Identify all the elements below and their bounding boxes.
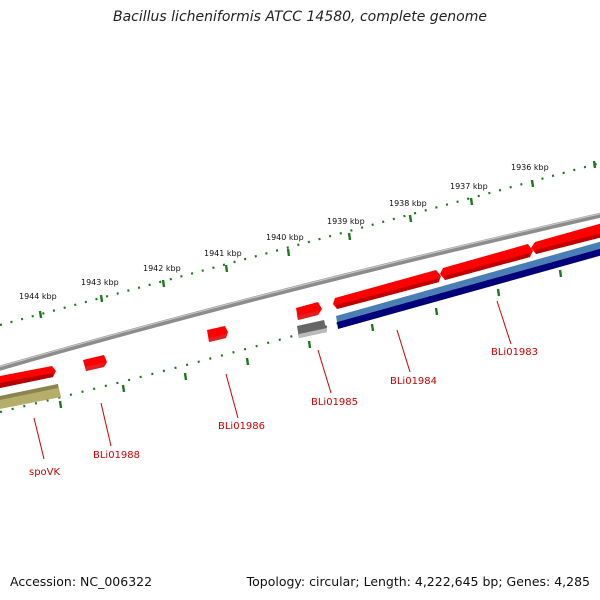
major-tick — [370, 323, 375, 332]
genome-backbone-highlight — [0, 213, 600, 368]
major-tick — [121, 384, 126, 393]
major-tick — [408, 214, 413, 223]
gene-spoVK-shade — [0, 373, 53, 388]
gene-label-BLi01988: BLi01988 — [93, 450, 140, 461]
gene-red-long-3[interactable] — [531, 221, 600, 254]
gene-label-BLi01986: BLi01986 — [218, 421, 265, 432]
accession-text: Accession: NC_006322 — [10, 574, 153, 589]
kbp-label: 1938 kbp — [389, 199, 427, 208]
gene-labels: spoVK BLi01988 BLi01986 BLi01985 BLi0198… — [29, 347, 538, 478]
genome-backbone — [0, 212, 600, 371]
leader-line — [496, 300, 512, 345]
major-tick — [58, 400, 63, 409]
feature-olive-shade — [0, 384, 58, 400]
gene-label-spoVK: spoVK — [29, 467, 61, 478]
kbp-label: 1941 kbp — [204, 249, 242, 258]
gene-red-long-1-shade — [336, 278, 439, 309]
leader-line — [317, 349, 332, 394]
kbp-labels: 1944 kbp 1943 kbp 1942 kbp 1941 kbp 1940… — [19, 163, 549, 301]
major-tick — [530, 179, 535, 188]
leader-line — [33, 417, 45, 460]
major-tick — [469, 197, 474, 206]
gene-red-small-shade — [297, 311, 318, 320]
major-tick — [224, 264, 229, 273]
forward-genes — [0, 221, 600, 388]
genome-summary-text: Topology: circular; Length: 4,222,645 bp… — [246, 574, 590, 589]
leader-lines — [33, 300, 512, 460]
kbp-label: 1936 kbp — [511, 163, 549, 172]
feature-gray-shade — [299, 328, 327, 338]
inner-major-ticks — [58, 269, 563, 409]
gene-label-BLi01985: BLi01985 — [311, 397, 358, 408]
kbp-label: 1940 kbp — [266, 233, 304, 242]
kbp-label: 1942 kbp — [143, 264, 181, 273]
major-tick — [307, 340, 312, 349]
major-tick — [558, 269, 563, 278]
gene-BLi01986-shade — [209, 334, 226, 342]
major-tick — [286, 248, 291, 257]
feature-steelblue[interactable] — [336, 239, 600, 322]
major-tick — [99, 294, 104, 303]
major-tick — [183, 372, 188, 381]
kbp-label: 1944 kbp — [19, 292, 57, 301]
gene-red-long-2-shade — [444, 253, 530, 280]
major-tick — [347, 232, 352, 241]
gene-label-BLi01983: BLi01983 — [491, 347, 538, 358]
major-ticks — [38, 160, 597, 319]
major-tick — [496, 288, 501, 297]
gene-red-long-3-shade — [535, 233, 600, 254]
major-tick — [161, 279, 166, 288]
gene-BLi01988-shade — [85, 363, 104, 371]
feature-navy[interactable] — [337, 246, 600, 329]
other-features — [0, 239, 600, 410]
map-title: Bacillus licheniformis ATCC 14580, compl… — [113, 9, 487, 25]
major-tick — [38, 310, 43, 319]
gene-label-BLi01984: BLi01984 — [390, 376, 437, 387]
kbp-label: 1939 kbp — [327, 217, 365, 226]
major-tick — [592, 160, 597, 169]
leader-line — [100, 402, 112, 447]
kbp-label: 1937 kbp — [450, 182, 488, 191]
leader-line — [225, 373, 239, 419]
outer-tick-ring — [0, 161, 600, 327]
kbp-label: 1943 kbp — [81, 278, 119, 287]
major-tick — [434, 307, 439, 316]
major-tick — [245, 357, 250, 366]
leader-line — [396, 329, 411, 373]
